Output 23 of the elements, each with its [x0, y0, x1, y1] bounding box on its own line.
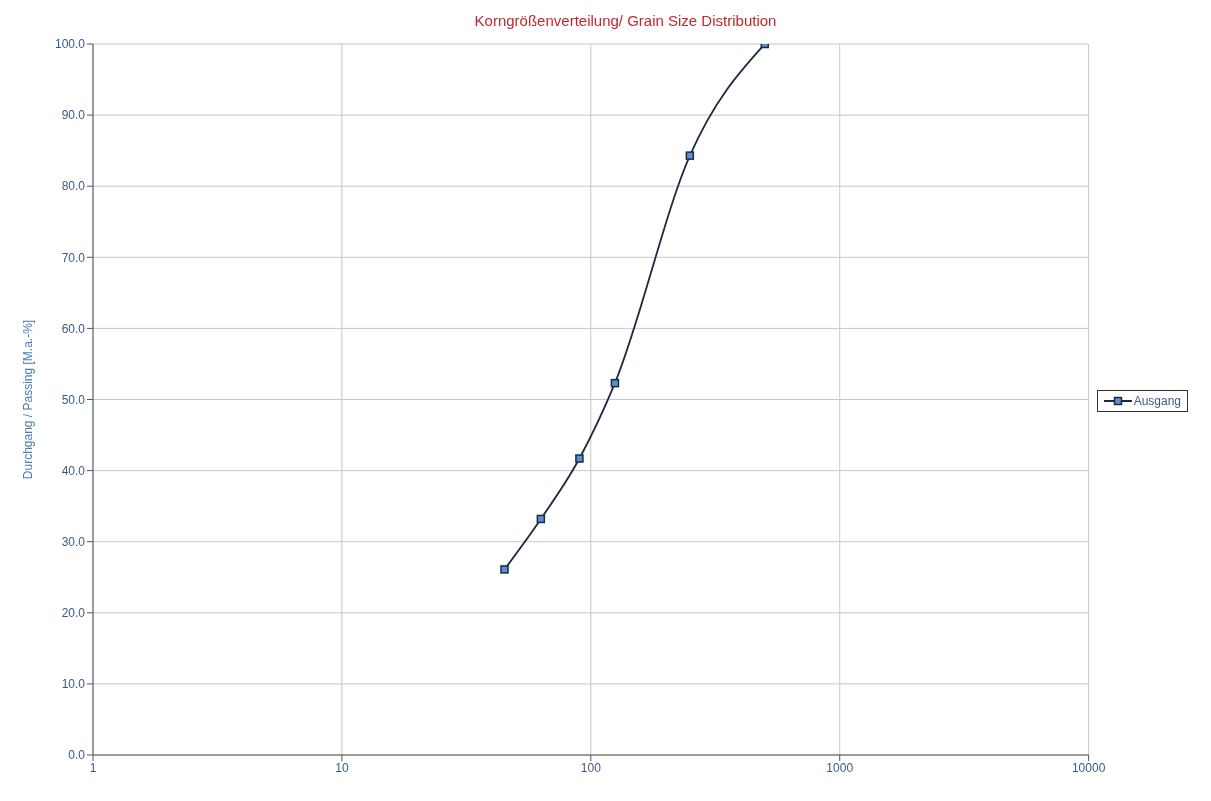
y-tick-label: 90.0: [61, 108, 86, 123]
y-tick-label: 40.0: [61, 463, 86, 478]
point: [536, 514, 546, 524]
y-tick-label: 10.0: [61, 677, 86, 692]
point: [500, 565, 509, 574]
y-tick-label: 70.0: [61, 250, 86, 265]
y-tick-label: 60.0: [61, 321, 86, 336]
x-tick-label: 10000: [1071, 760, 1106, 775]
y-tick-label: 50.0: [61, 392, 86, 407]
x-tick-label: 100: [580, 760, 602, 775]
chart-title: Korngrößenverteilung/ Grain Size Distribution: [473, 12, 778, 29]
x-tick-label: 10: [335, 760, 349, 775]
y-tick-label: 30.0: [61, 534, 86, 549]
y-tick-label: 20.0: [61, 606, 86, 621]
y-tick-label: 100.0: [54, 37, 86, 52]
legend-label: Ausgang: [1133, 393, 1181, 408]
y-tick-label: 0.0: [68, 748, 86, 763]
x-tick-label: 1000: [826, 760, 854, 775]
point: [575, 454, 584, 463]
x-tick-label: 1: [89, 760, 97, 775]
y-axis-title: Durchgang / Passing [M.a.-%]: [21, 319, 36, 480]
y-tick-label: 80.0: [61, 179, 86, 194]
point: [610, 378, 620, 388]
